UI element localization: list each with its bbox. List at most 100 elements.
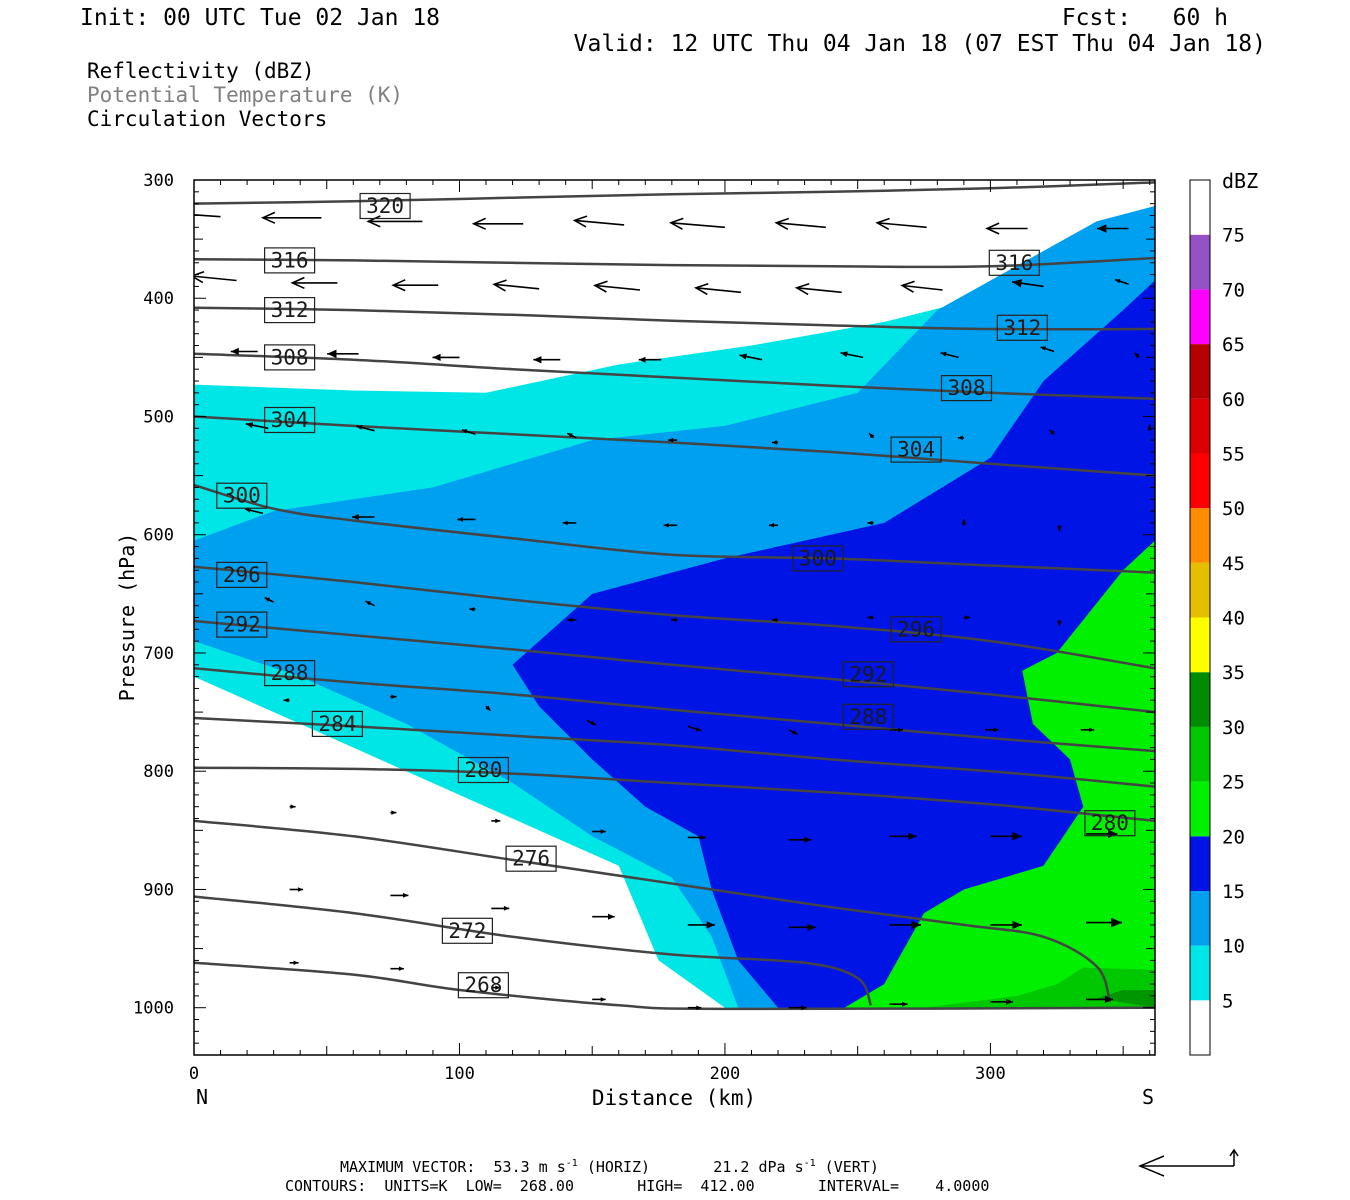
circulation-vector (1057, 525, 1062, 532)
theta-label-312: 312 (996, 314, 1048, 341)
circulation-vector (289, 887, 304, 892)
circulation-vector (985, 222, 1028, 235)
valid-time-label: Valid: 12 UTC Thu 04 Jan 18 (07 EST Thu … (574, 31, 1266, 57)
reflectivity-region-20dbz (844, 540, 1155, 1008)
circulation-vector (352, 514, 375, 520)
colorbar-swatch (1190, 617, 1210, 673)
y-tick-label: 300 (143, 171, 174, 191)
circulation-vector (230, 347, 258, 356)
theta-contour-288 (194, 667, 1155, 753)
y-tick-label: 900 (143, 880, 174, 900)
circulation-vector (390, 892, 409, 898)
theta-label-268: 268 (457, 972, 509, 999)
circulation-vector (260, 211, 322, 224)
circulation-vector (772, 617, 778, 623)
colorbar-swatch (1190, 180, 1210, 235)
x-tick-label: 100 (444, 1064, 475, 1084)
circulation-vector (671, 617, 678, 623)
north-end-label: N (196, 1085, 208, 1109)
theta-label-292: 292 (842, 661, 894, 688)
circulation-vector (889, 920, 921, 930)
circulation-vector (985, 727, 999, 733)
theta-contour-312 (194, 306, 1155, 331)
max-vector-text: MAXIMUM VECTOR: 53.3 m s-1 (HORIZ) 21.2 … (340, 1158, 879, 1176)
theta-label-text: 288 (271, 661, 309, 685)
y-tick-label: 800 (143, 762, 174, 782)
theta-label-text: 292 (223, 613, 261, 637)
circulation-vector (390, 966, 404, 971)
circulation-vector (957, 435, 964, 440)
circulation-vector (366, 215, 423, 228)
circulation-vector (471, 217, 524, 230)
circulation-vector (875, 217, 927, 230)
circulation-vector (788, 923, 816, 931)
colorbar-level-label: 5 (1222, 990, 1233, 1012)
y-tick-label: 400 (143, 289, 174, 309)
circulation-vector (390, 694, 397, 699)
circulation-vector (491, 905, 510, 911)
circulation-vector (840, 351, 864, 359)
colorbar-level-label: 55 (1222, 443, 1245, 465)
theta-label-308: 308 (264, 344, 316, 371)
theta-label-text: 312 (271, 298, 309, 322)
circulation-vector (492, 279, 540, 292)
y-tick-label: 1000 (133, 999, 174, 1019)
circulation-vector (774, 217, 826, 230)
theta-label-text: 296 (223, 563, 261, 587)
circulation-vector (900, 280, 943, 293)
colorbar-swatch (1190, 234, 1210, 290)
theta-label-text: 284 (318, 712, 356, 736)
circulation-vector (889, 1001, 908, 1007)
circulation-vector (961, 519, 967, 526)
circulation-vector (963, 615, 970, 620)
theta-label-text: 280 (464, 758, 502, 782)
circulation-vector (638, 356, 662, 363)
circulation-vector (194, 271, 237, 284)
colorbar-swatch (1190, 344, 1210, 399)
theta-contour-292 (194, 619, 1155, 714)
theta-contour-272 (194, 895, 873, 1006)
legend-reflectivity: Reflectivity (dBZ) (87, 59, 315, 83)
theta-label-296: 296 (216, 561, 268, 589)
colorbar-level-label: 40 (1222, 608, 1245, 630)
theta-label-272: 272 (441, 917, 493, 944)
theta-contour-268 (194, 961, 1155, 1011)
circulation-vector (687, 1005, 702, 1010)
colorbar-level-label: 75 (1222, 225, 1245, 247)
theta-label-text: 268 (464, 973, 502, 997)
circulation-vector-layer (194, 211, 1152, 1011)
colorbar-swatch (1190, 289, 1210, 345)
circulation-vector (772, 440, 778, 445)
axis-ticks: 0 100 200 300 300 400 500 600 700 800 900 1000 (133, 171, 1155, 1084)
circulation-vector (572, 215, 625, 228)
circulation-vector (687, 725, 702, 732)
theta-label-288: 288 (842, 703, 894, 730)
theta-label-292: 292 (216, 611, 268, 638)
colorbar-swatch (1190, 781, 1210, 837)
circulation-vector (356, 425, 375, 432)
theta-label-text: 288 (849, 705, 887, 729)
circulation-vector (491, 985, 501, 990)
circulation-vector (794, 282, 842, 296)
circulation-vector (593, 280, 641, 293)
circulation-vector (592, 913, 615, 920)
circulation-vector (1057, 619, 1062, 626)
theta-label-text: 296 (897, 617, 935, 641)
theta-contour-300 (194, 483, 1155, 574)
colorbar-swatch (1190, 1000, 1210, 1055)
colorbar-level-label: 65 (1222, 334, 1245, 356)
theta-label-280: 280 (1084, 810, 1136, 837)
x-tick-label: 200 (710, 1064, 741, 1084)
contours-info-text: CONTOURS: UNITS=K LOW= 268.00 HIGH= 412.… (285, 1177, 989, 1195)
circulation-vector (1011, 279, 1044, 288)
circulation-vector (586, 719, 597, 726)
colorbar-level-label: 70 (1222, 279, 1245, 301)
theta-label-316: 316 (988, 249, 1040, 276)
legend-potential-temperature: Potential Temperature (K) (87, 83, 403, 107)
circulation-vector (687, 835, 706, 840)
x-tick-label: 0 (189, 1064, 199, 1084)
colorbar-level-label: 15 (1222, 881, 1245, 903)
theta-contour-308 (194, 352, 1155, 401)
theta-label-text: 320 (366, 194, 404, 218)
